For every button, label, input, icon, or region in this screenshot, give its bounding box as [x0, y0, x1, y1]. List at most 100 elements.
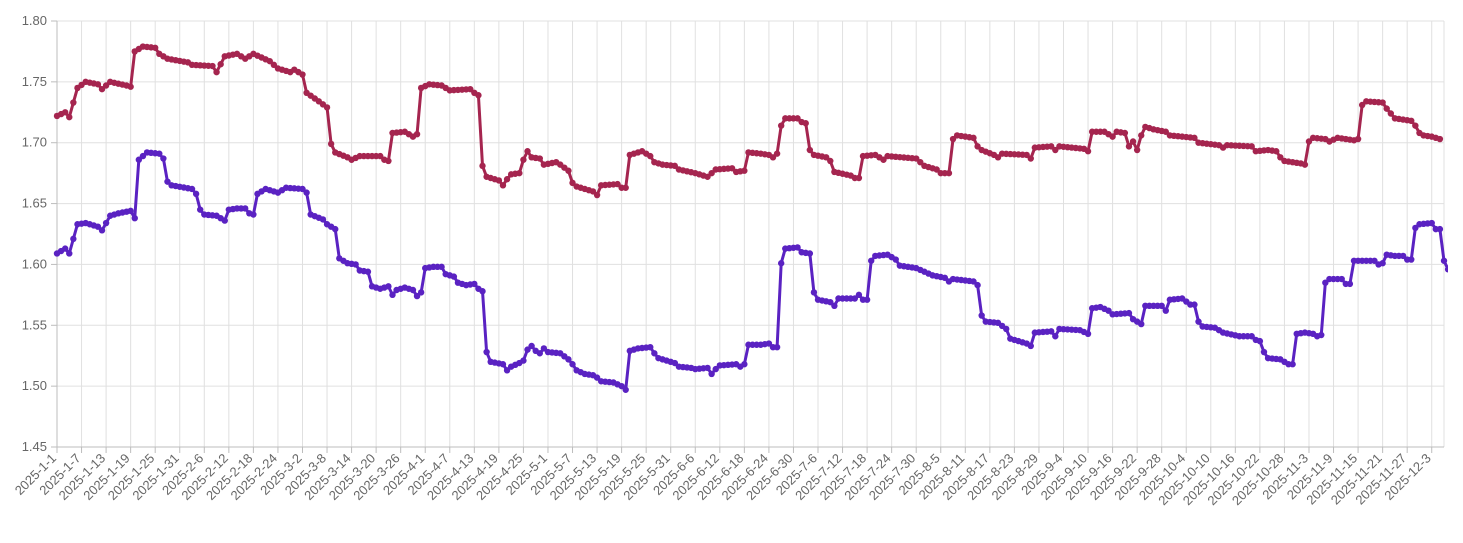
data-point [880, 156, 887, 163]
data-point [1428, 219, 1435, 227]
data-point [892, 256, 899, 263]
data-point [1440, 257, 1448, 264]
data-point [1256, 337, 1264, 345]
data-point [1449, 268, 1455, 274]
data-point [868, 257, 875, 264]
data-point [299, 185, 306, 193]
data-point [647, 343, 654, 351]
data-point [708, 370, 715, 378]
data-point [417, 289, 425, 296]
data-point [70, 99, 77, 106]
series-line-1 [56, 45, 1441, 197]
data-point [209, 62, 216, 70]
data-point [1133, 146, 1141, 154]
data-point [794, 115, 801, 122]
data-point [827, 298, 834, 306]
data-point [569, 179, 576, 187]
data-point [188, 185, 196, 193]
data-point [565, 356, 572, 363]
data-point [1248, 143, 1255, 150]
data-point [1412, 122, 1419, 129]
data-point [1162, 307, 1169, 314]
data-point [712, 365, 719, 373]
data-point [777, 122, 785, 129]
data-point [164, 178, 171, 185]
data-point [221, 217, 228, 224]
data-point [970, 278, 977, 285]
data-point [855, 291, 863, 299]
data-point [1048, 143, 1055, 150]
data-point [1195, 318, 1202, 325]
data-point [622, 386, 629, 393]
data-point [499, 182, 507, 189]
data-point [974, 143, 981, 150]
data-point [741, 361, 748, 368]
data-point [524, 346, 531, 353]
data-point [1109, 133, 1116, 140]
data-point [536, 350, 543, 357]
data-point [622, 184, 629, 191]
data-point [647, 152, 654, 160]
data-point [438, 263, 445, 271]
data-point [708, 169, 715, 177]
data-point [299, 71, 306, 78]
data-point [1027, 155, 1034, 162]
data-point [323, 104, 331, 111]
data-point [917, 158, 924, 166]
data-point [933, 166, 940, 173]
data-point [941, 274, 949, 282]
data-point [831, 302, 838, 310]
data-point [1318, 331, 1325, 339]
data-point [377, 152, 384, 160]
data-point [1444, 266, 1448, 273]
data-point [1158, 302, 1165, 310]
data-point [1412, 224, 1419, 232]
data-point [389, 291, 396, 299]
data-point [1436, 225, 1444, 233]
data-point [217, 61, 224, 68]
data-point [1105, 307, 1112, 314]
data-point [1346, 280, 1354, 288]
data-point [192, 190, 200, 198]
data-point [589, 188, 597, 195]
data-point [266, 57, 273, 65]
data-point [102, 219, 110, 227]
data-point [413, 130, 421, 138]
data-point [569, 361, 576, 368]
series-points [53, 43, 1463, 393]
data-point [777, 260, 785, 267]
data-point [773, 150, 781, 157]
data-point [303, 189, 310, 196]
data-point [1408, 256, 1415, 263]
data-point [1289, 361, 1296, 368]
data-point [475, 92, 482, 99]
data-point [855, 174, 863, 182]
data-point [1457, 272, 1463, 278]
data-point [242, 205, 249, 212]
data-point [94, 223, 102, 230]
data-point [1248, 333, 1255, 340]
grid [56, 20, 1445, 448]
data-point [1138, 320, 1145, 328]
data-point [503, 176, 511, 183]
y-tick-label: 1.70 [22, 135, 47, 150]
data-point [1379, 260, 1386, 267]
data-point [1125, 143, 1133, 150]
data-point [160, 155, 167, 162]
data-point [1399, 252, 1407, 260]
y-tick-label: 1.50 [22, 378, 47, 393]
data-point [450, 273, 458, 280]
data-point [1379, 99, 1386, 106]
data-point [1191, 134, 1198, 142]
data-point [810, 289, 818, 296]
data-point [413, 292, 421, 300]
data-point [1436, 135, 1444, 143]
data-point [151, 44, 159, 51]
data-point [949, 135, 957, 143]
data-point [131, 214, 138, 222]
data-point [1383, 105, 1390, 112]
data-point [851, 295, 859, 302]
data-point [618, 382, 625, 390]
data-point [945, 169, 953, 177]
data-point [98, 227, 106, 234]
